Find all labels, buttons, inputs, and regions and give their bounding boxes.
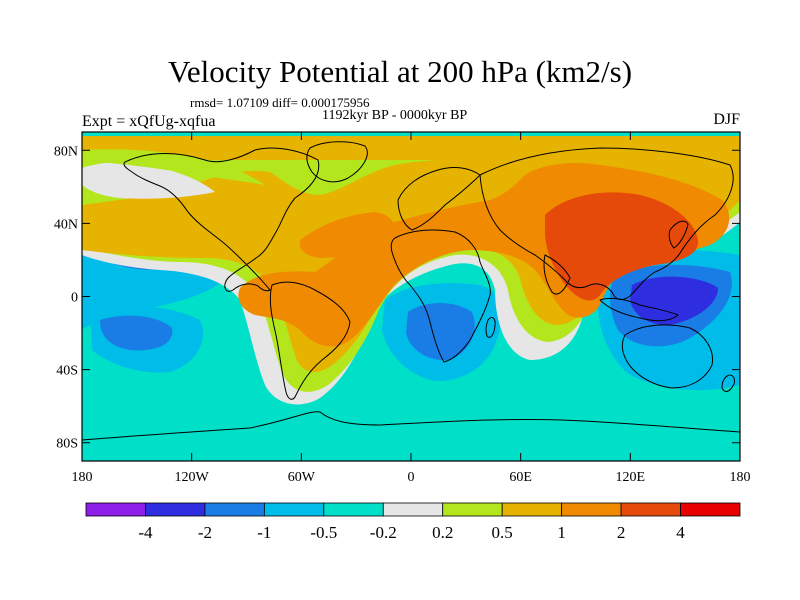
lon-tick-label: 60E	[509, 470, 532, 485]
coast-africa	[390, 229, 491, 363]
field-neg-1-south-pacific	[100, 315, 173, 351]
field-neg-2-west-pacific	[630, 276, 718, 326]
colorbar-swatch	[620, 502, 681, 517]
coast-madagascar	[485, 317, 496, 338]
colorbar-swatch	[382, 502, 444, 517]
coast-greenland	[306, 141, 368, 183]
coast-india	[543, 254, 571, 295]
colorbar-label: -1	[257, 523, 271, 542]
field-neg-1-africa	[406, 303, 475, 361]
field-pos-0.5-arctic-green	[82, 149, 265, 185]
colorbar-label: -0.2	[370, 523, 397, 542]
lat-tick-label: 0	[71, 291, 78, 306]
colorbar-label: -2	[198, 523, 212, 542]
coast-japan	[668, 220, 689, 249]
lon-tick-label: 180	[72, 470, 93, 485]
colorbar-label: 1	[557, 523, 566, 542]
colorbar-swatch	[263, 502, 325, 517]
field-pos-0.2-arctic-white	[82, 162, 215, 199]
lat-tick-label: 40N	[54, 217, 78, 232]
map-title: Velocity Potential at 200 hPa (km2/s)	[167, 54, 633, 89]
experiment-label: Expt = xQfUg-xqfua	[82, 113, 216, 130]
colorbar-swatch	[145, 502, 206, 517]
lat-tick-label: 40S	[56, 364, 78, 379]
latitude-ticks: 80N 40N 0 40S 80S	[54, 144, 740, 452]
lon-tick-label: 0	[408, 470, 415, 485]
colorbar-swatch	[442, 502, 503, 517]
stats-label: rmsd= 1.07109 diff= 0.000175956	[190, 95, 370, 110]
colorbar-label: 0.5	[492, 523, 513, 542]
colorbar-label: 4	[676, 523, 685, 542]
coastlines	[82, 141, 740, 441]
field-pos-2-atlantic-north	[299, 212, 395, 258]
period-label: 1192kyr BP - 0000kyr BP	[322, 108, 468, 123]
colorbar-swatch	[680, 502, 741, 517]
lat-tick-label: 80S	[56, 437, 78, 452]
colorbar: -4 -2 -1 -0.5 -0.2 0.2 0.5 1 2 4	[85, 502, 741, 542]
colorbar-swatch	[501, 502, 563, 517]
season-label: DJF	[713, 111, 740, 128]
coast-north-america	[123, 147, 320, 292]
coast-south-america	[269, 281, 351, 400]
colorbar-swatch	[204, 502, 265, 517]
coast-asia	[479, 147, 734, 300]
colorbar-label: -4	[138, 523, 153, 542]
lon-tick-label: 180	[730, 470, 751, 485]
velocity-field	[82, 132, 740, 461]
colorbar-label: 0.2	[432, 523, 453, 542]
coast-australia	[621, 324, 714, 389]
lon-tick-label: 120W	[175, 470, 210, 485]
lat-tick-label: 80N	[54, 144, 78, 159]
field-pos-4-asia	[545, 192, 699, 301]
colorbar-swatch	[85, 502, 146, 517]
coast-new-zealand	[721, 374, 735, 392]
colorbar-label: 2	[617, 523, 626, 542]
lon-tick-label: 120E	[616, 470, 646, 485]
colorbar-swatch	[561, 502, 622, 517]
lon-tick-label: 60W	[288, 470, 316, 485]
coast-antarctica	[82, 411, 740, 441]
coast-indonesia	[599, 297, 679, 322]
colorbar-swatch	[323, 502, 384, 517]
coast-europe	[397, 167, 481, 231]
colorbar-label: -0.5	[310, 523, 337, 542]
longitude-ticks: 180 120W 60W 0 60E 120E 180	[72, 132, 751, 485]
